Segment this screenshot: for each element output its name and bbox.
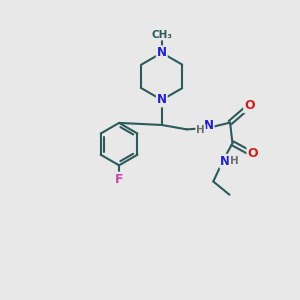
Text: N: N (220, 155, 230, 168)
Text: CH₃: CH₃ (151, 30, 172, 40)
Text: H: H (230, 156, 238, 166)
Text: H: H (196, 125, 205, 135)
Text: N: N (204, 119, 214, 132)
Text: N: N (157, 46, 167, 59)
Text: O: O (248, 147, 258, 160)
Text: O: O (244, 99, 255, 112)
Text: F: F (115, 172, 123, 186)
Text: N: N (157, 93, 167, 106)
